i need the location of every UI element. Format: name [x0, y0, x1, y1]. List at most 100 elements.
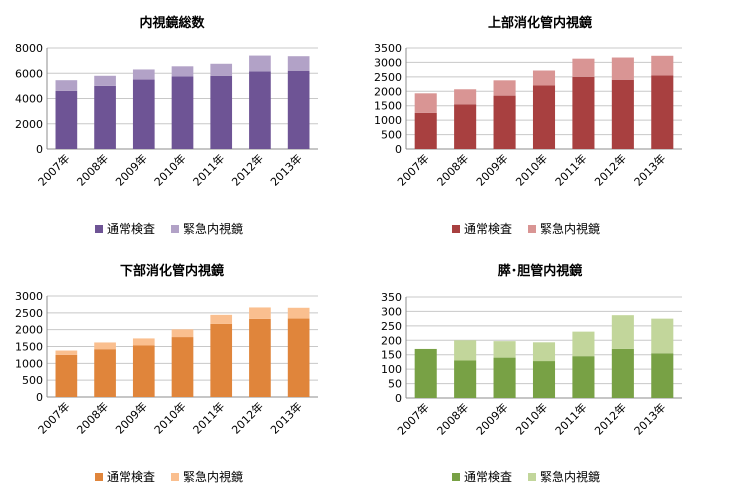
- x-tick-label: 2009年: [473, 151, 510, 188]
- y-tick-label: 0: [36, 143, 43, 156]
- y-tick-label: 3000: [15, 290, 43, 303]
- x-tick-label: 2007年: [394, 400, 431, 437]
- bar-emergency: [454, 89, 477, 105]
- y-tick-label: 1500: [15, 341, 43, 354]
- x-tick-label: 2010年: [513, 151, 550, 188]
- x-tick-label: 2010年: [513, 400, 550, 437]
- bar-normal: [249, 71, 271, 149]
- bar-emergency: [454, 340, 477, 361]
- y-tick-label: 500: [22, 374, 43, 387]
- x-tick-label: 2013年: [267, 151, 304, 188]
- x-tick-label: 2007年: [394, 151, 431, 188]
- bar-emergency: [287, 56, 310, 71]
- y-tick-label: 0: [395, 392, 402, 405]
- legend-swatch: [95, 473, 103, 481]
- bar-emergency: [651, 55, 674, 76]
- legend-label: 通常検査: [464, 222, 512, 236]
- bar-emergency: [611, 57, 634, 80]
- x-tick-label: 2013年: [631, 400, 668, 437]
- x-tick-label: 2008年: [74, 399, 111, 436]
- legend-label: 緊急内視鏡: [183, 221, 243, 236]
- x-tick-label: 2011年: [552, 151, 589, 188]
- bar-normal: [493, 95, 516, 149]
- bar-normal: [171, 337, 194, 397]
- y-tick-label: 2000: [15, 324, 43, 337]
- legend-swatch: [452, 225, 460, 233]
- bar-normal: [287, 318, 310, 397]
- x-tick-label: 2009年: [112, 399, 149, 436]
- x-tick-label: 2008年: [434, 400, 471, 437]
- legend-label: 通常検査: [107, 222, 155, 236]
- legend-swatch: [95, 225, 103, 233]
- y-tick-label: 3500: [374, 42, 402, 55]
- y-tick-label: 100: [381, 363, 402, 376]
- bar-emergency: [493, 341, 516, 358]
- bar-normal: [132, 345, 155, 397]
- legend-label: 緊急内視鏡: [183, 469, 243, 484]
- bar-normal: [651, 353, 674, 398]
- y-tick-label: 300: [381, 305, 402, 318]
- x-tick-label: 2007年: [35, 151, 72, 188]
- bar-emergency: [287, 307, 310, 319]
- x-tick-label: 2010年: [151, 399, 188, 436]
- bar-emergency: [210, 314, 233, 324]
- bar-normal: [249, 318, 271, 397]
- x-tick-label: 2013年: [267, 399, 304, 436]
- bar-normal: [171, 76, 194, 149]
- x-tick-label: 2011年: [190, 151, 227, 188]
- bar-emergency: [611, 315, 634, 349]
- y-tick-label: 500: [381, 129, 402, 142]
- bar-normal: [454, 104, 477, 149]
- x-tick-label: 2009年: [112, 151, 149, 188]
- bar-emergency: [572, 58, 595, 77]
- y-tick-label: 250: [381, 320, 402, 333]
- bar-normal: [493, 357, 516, 398]
- bar-normal: [651, 75, 674, 149]
- legend-swatch: [171, 225, 179, 233]
- bar-emergency: [171, 329, 194, 338]
- y-tick-label: 150: [381, 349, 402, 362]
- bar-normal: [94, 349, 116, 397]
- bar-normal: [532, 361, 556, 398]
- x-tick-label: 2012年: [592, 151, 629, 188]
- bar-emergency: [414, 93, 437, 113]
- x-tick-label: 2012年: [229, 399, 266, 436]
- bar-normal: [454, 360, 477, 398]
- x-tick-label: 2012年: [229, 151, 266, 188]
- x-tick-label: 2008年: [434, 151, 471, 188]
- bar-normal: [572, 356, 595, 398]
- y-tick-label: 1000: [15, 357, 43, 370]
- bar-emergency: [249, 55, 271, 72]
- y-tick-label: 0: [395, 143, 402, 156]
- y-tick-label: 8000: [15, 42, 43, 55]
- legend-swatch: [528, 473, 536, 481]
- bar-emergency: [210, 63, 233, 76]
- bar-emergency: [572, 331, 595, 357]
- x-tick-label: 2007年: [35, 399, 72, 436]
- legend-label: 緊急内視鏡: [540, 221, 600, 236]
- bar-normal: [611, 79, 634, 149]
- x-tick-label: 2011年: [190, 399, 227, 436]
- bar-normal: [287, 70, 310, 149]
- bar-emergency: [94, 75, 116, 86]
- y-tick-label: 4000: [15, 93, 43, 106]
- bar-normal: [55, 354, 78, 397]
- y-tick-label: 3000: [374, 56, 402, 69]
- y-tick-label: 6000: [15, 67, 43, 80]
- y-tick-label: 50: [388, 378, 402, 391]
- chart-title: 内視鏡総数: [139, 15, 205, 31]
- y-tick-label: 1000: [374, 114, 402, 127]
- x-tick-label: 2012年: [592, 400, 629, 437]
- legend-swatch: [528, 225, 536, 233]
- bar-emergency: [651, 318, 674, 354]
- legend-swatch: [171, 473, 179, 481]
- chart-title: 膵･胆管内視鏡: [498, 263, 583, 279]
- chart-title: 下部消化管内視鏡: [120, 263, 224, 279]
- bar-normal: [210, 323, 233, 397]
- y-tick-label: 2500: [15, 307, 43, 320]
- legend-label: 通常検査: [464, 470, 512, 484]
- legend-swatch: [452, 473, 460, 481]
